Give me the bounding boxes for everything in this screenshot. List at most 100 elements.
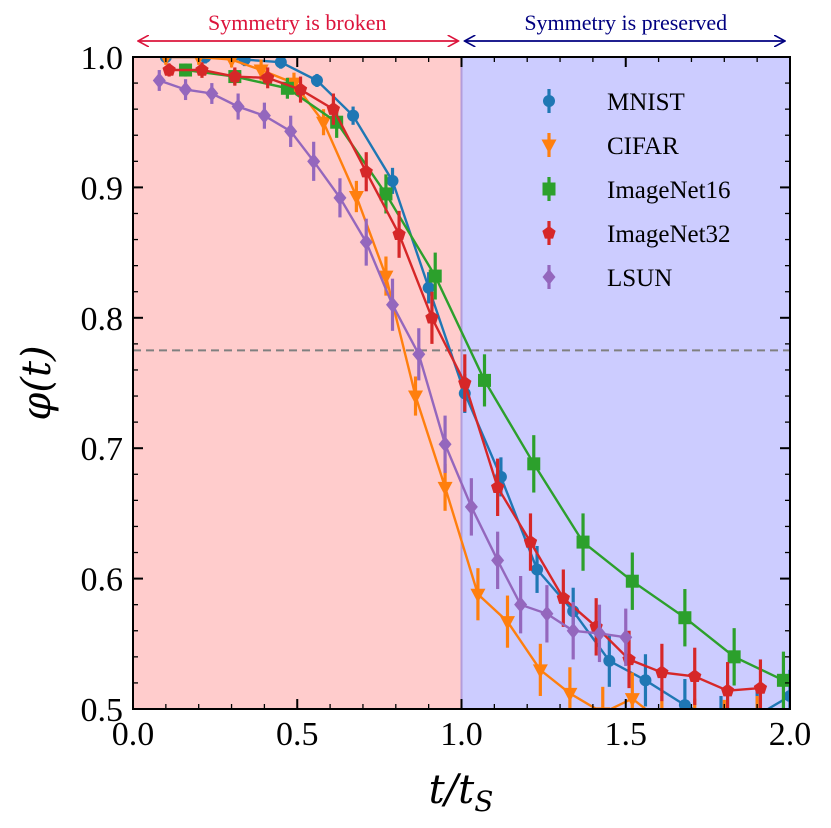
- legend-marker: [543, 95, 555, 107]
- data-point: [556, 591, 570, 604]
- data-point: [228, 69, 242, 83]
- data-point: [392, 227, 406, 241]
- region-preserved: [461, 57, 790, 709]
- legend-label: CIFAR: [607, 133, 679, 160]
- data-point: [727, 650, 741, 664]
- data-point: [162, 63, 176, 76]
- data-point: [152, 72, 166, 89]
- data-point: [408, 390, 424, 405]
- data-point: [514, 596, 528, 613]
- series-lsun: [152, 70, 633, 666]
- legend-label: MNIST: [607, 89, 685, 116]
- series-imagenet16: [179, 63, 790, 709]
- y-tick-label: 0.6: [81, 562, 124, 599]
- data-point: [720, 683, 735, 697]
- x-tick-label: 0.5: [276, 716, 319, 753]
- symmetry-broken-label: Symmetry is broken: [208, 10, 386, 35]
- data-point: [753, 681, 768, 694]
- data-point: [639, 674, 652, 687]
- data-point: [532, 664, 548, 679]
- data-point: [531, 563, 544, 576]
- y-tick-label: 0.8: [81, 301, 124, 338]
- legend-entry-mnist: MNIST: [543, 89, 685, 116]
- data-point: [499, 616, 515, 631]
- data-point: [348, 191, 364, 206]
- y-axis-label: φ(t): [14, 345, 60, 420]
- data-point: [490, 480, 505, 493]
- data-point: [333, 189, 347, 206]
- data-point: [438, 436, 452, 453]
- data-point: [359, 234, 373, 251]
- legend-label: LSUN: [607, 265, 672, 292]
- symmetry-preserved-label: Symmetry is preserved: [524, 10, 727, 35]
- data-point: [261, 70, 275, 84]
- legend-entry-imagenet32: ImageNet32: [542, 221, 731, 248]
- data-point: [179, 81, 193, 98]
- data-point: [470, 588, 486, 603]
- legend-marker: [541, 139, 557, 154]
- data-point: [784, 689, 790, 702]
- legend-marker: [542, 182, 556, 196]
- data-point: [477, 373, 491, 387]
- data-point: [359, 164, 373, 178]
- data-point: [576, 535, 590, 549]
- data-point: [717, 720, 732, 734]
- data-point: [205, 85, 219, 102]
- data-point: [274, 57, 287, 69]
- data-point: [379, 187, 393, 201]
- data-point: [386, 174, 399, 187]
- data-point: [678, 699, 691, 709]
- legend-label: ImageNet16: [607, 177, 731, 204]
- data-point: [566, 622, 580, 639]
- x-tick-label: 1.5: [605, 716, 648, 753]
- data-point: [592, 625, 606, 642]
- data-point: [425, 310, 439, 324]
- legend-marker: [542, 226, 556, 239]
- data-point: [688, 669, 702, 683]
- x-tick-label: 2.0: [769, 716, 812, 753]
- data-point: [316, 116, 332, 131]
- data-point: [286, 77, 302, 92]
- data-point: [307, 153, 321, 170]
- data-point: [491, 552, 505, 569]
- data-point: [378, 270, 394, 285]
- x-tick-label: 1.0: [440, 716, 483, 753]
- data-point: [293, 82, 308, 96]
- data-point: [412, 346, 426, 363]
- data-point: [347, 109, 360, 122]
- data-point: [562, 687, 578, 702]
- legend-entry-lsun: LSUN: [542, 265, 672, 292]
- y-tick-label: 1.0: [81, 40, 124, 77]
- data-point: [437, 481, 453, 496]
- data-point: [751, 710, 763, 722]
- data-point: [310, 74, 323, 87]
- data-point: [386, 296, 400, 313]
- data-point: [619, 629, 633, 646]
- data-point: [654, 717, 669, 731]
- legend-marker: [542, 269, 556, 285]
- data-point: [625, 574, 639, 588]
- data-point: [687, 719, 702, 733]
- data-point: [225, 57, 238, 69]
- data-point: [284, 123, 298, 140]
- data-point: [750, 717, 765, 731]
- data-point: [678, 611, 692, 625]
- data-point: [253, 64, 269, 79]
- data-point: [603, 654, 616, 667]
- legend-label: ImageNet32: [607, 221, 731, 248]
- legend-entry-imagenet16: ImageNet16: [542, 177, 731, 204]
- data-point: [523, 535, 538, 548]
- x-axis-label: t/tS: [429, 767, 494, 818]
- data-point: [540, 605, 554, 622]
- data-point: [458, 376, 472, 389]
- data-point: [776, 673, 790, 687]
- series-imagenet32: [162, 62, 768, 709]
- y-tick-label: 0.5: [81, 692, 124, 729]
- data-point: [464, 498, 478, 515]
- data-point: [326, 102, 341, 115]
- x-tick-label: 0.0: [112, 716, 155, 753]
- data-point: [655, 665, 669, 679]
- data-point: [257, 107, 271, 124]
- legend-entry-cifar: CIFAR: [541, 133, 679, 160]
